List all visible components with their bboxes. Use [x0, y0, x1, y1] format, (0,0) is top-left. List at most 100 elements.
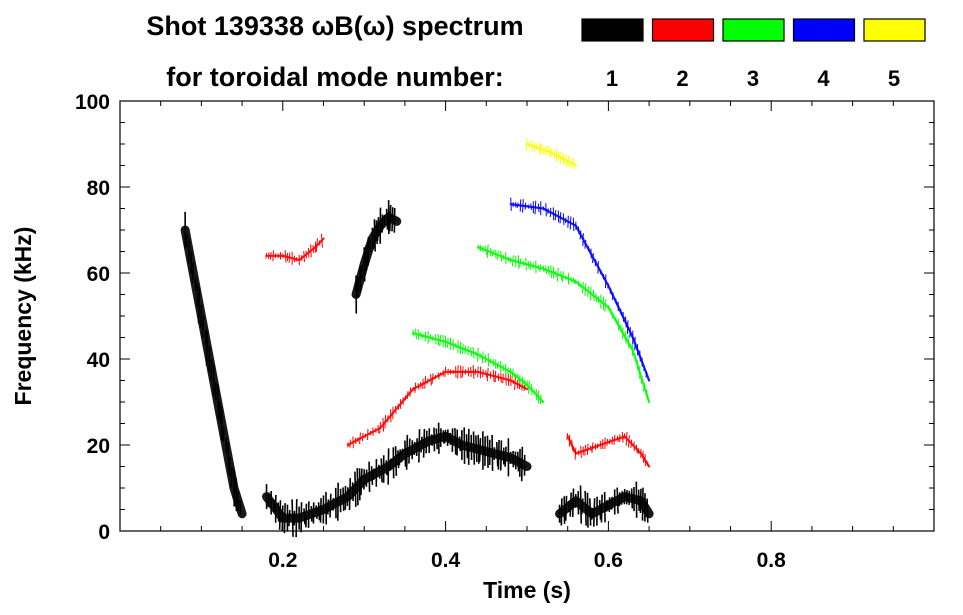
- point-mode-3: [517, 374, 520, 381]
- x-axis-label: Time (s): [483, 577, 571, 603]
- point-mode-1: [277, 502, 280, 522]
- point-mode-2: [566, 433, 569, 440]
- point-mode-3: [570, 276, 573, 283]
- point-mode-2: [616, 435, 619, 443]
- series-mode-3: [411, 328, 545, 405]
- point-mode-2: [300, 255, 303, 262]
- point-mode-2: [485, 370, 488, 378]
- point-mode-4: [516, 202, 519, 208]
- point-mode-3: [496, 361, 499, 369]
- point-mode-3: [439, 334, 442, 346]
- point-mode-1: [581, 498, 584, 515]
- point-mode-3: [528, 380, 530, 394]
- point-mode-3: [574, 279, 577, 285]
- point-mode-2: [272, 250, 274, 262]
- point-mode-1: [389, 458, 392, 471]
- point-mode-1: [520, 446, 524, 482]
- point-mode-1: [477, 434, 480, 464]
- point-mode-4: [510, 197, 512, 211]
- point-mode-2: [584, 444, 587, 456]
- point-mode-2: [417, 383, 420, 390]
- point-mode-2: [599, 440, 602, 450]
- point-mode-1: [646, 498, 649, 523]
- point-mode-1: [592, 498, 596, 527]
- point-mode-3: [610, 308, 612, 315]
- point-mode-1: [283, 503, 286, 534]
- point-mode-2: [431, 373, 434, 384]
- point-mode-2: [635, 444, 638, 453]
- point-mode-2: [379, 421, 381, 434]
- point-mode-5: [572, 158, 575, 171]
- point-mode-2: [269, 252, 272, 260]
- point-mode-4: [594, 259, 597, 267]
- point-mode-3: [429, 334, 432, 342]
- point-mode-5: [545, 145, 548, 156]
- point-mode-1: [598, 500, 602, 520]
- point-mode-1: [185, 233, 188, 248]
- point-mode-2: [274, 253, 277, 259]
- series-mode-2: [566, 431, 651, 468]
- point-mode-3: [477, 347, 479, 362]
- point-mode-1: [272, 499, 276, 513]
- point-mode-4: [582, 233, 584, 247]
- point-mode-1: [348, 478, 352, 511]
- point-mode-1: [370, 466, 374, 485]
- point-mode-1: [408, 438, 411, 464]
- point-mode-1: [394, 446, 398, 476]
- point-mode-3: [547, 265, 550, 276]
- point-mode-1: [351, 482, 354, 502]
- point-mode-1: [420, 436, 423, 453]
- point-mode-1: [630, 488, 634, 509]
- point-mode-4: [639, 350, 641, 362]
- point-mode-1: [397, 450, 400, 468]
- point-mode-1: [564, 495, 568, 521]
- point-mode-3: [475, 351, 477, 356]
- point-mode-4: [534, 200, 537, 215]
- point-mode-2: [621, 431, 624, 443]
- point-mode-2: [589, 445, 592, 452]
- plot-area: [180, 137, 654, 538]
- point-mode-3: [507, 367, 509, 374]
- point-mode-3: [631, 344, 634, 357]
- point-mode-2: [467, 367, 470, 377]
- point-mode-1: [495, 442, 499, 467]
- point-mode-1: [620, 491, 623, 505]
- point-mode-2: [613, 434, 616, 445]
- point-mode-3: [415, 328, 417, 340]
- point-mode-2: [284, 250, 287, 263]
- series-mode-1: [180, 211, 247, 519]
- point-mode-3: [537, 264, 540, 271]
- point-mode-3: [446, 337, 449, 348]
- point-mode-5: [548, 146, 551, 158]
- point-mode-1: [227, 441, 230, 470]
- point-mode-1: [497, 439, 500, 470]
- point-mode-2: [397, 404, 400, 410]
- point-mode-2: [315, 238, 318, 252]
- point-mode-4: [579, 230, 582, 240]
- y-tick-label: 60: [87, 263, 110, 286]
- point-mode-1: [616, 487, 619, 514]
- point-mode-1: [458, 436, 462, 452]
- point-mode-2: [630, 439, 633, 448]
- point-mode-3: [472, 347, 475, 359]
- point-mode-2: [307, 247, 310, 258]
- point-mode-1: [435, 428, 438, 450]
- point-mode-1: [472, 431, 476, 465]
- point-mode-3: [550, 265, 553, 278]
- point-mode-2: [470, 366, 472, 377]
- point-mode-3: [477, 244, 480, 250]
- point-mode-2: [623, 433, 626, 440]
- point-mode-3: [487, 353, 490, 367]
- y-tick-label: 20: [87, 435, 110, 458]
- point-mode-1: [475, 435, 478, 462]
- series-line-mode-4: [509, 203, 651, 382]
- point-mode-3: [497, 250, 499, 260]
- point-mode-3: [533, 389, 536, 395]
- point-mode-4: [559, 212, 562, 224]
- point-mode-3: [525, 257, 527, 271]
- point-mode-1: [371, 227, 374, 250]
- point-mode-3: [587, 286, 589, 297]
- point-mode-2: [395, 405, 397, 414]
- legend-label-mode-4: 4: [817, 66, 830, 91]
- point-mode-2: [414, 382, 417, 393]
